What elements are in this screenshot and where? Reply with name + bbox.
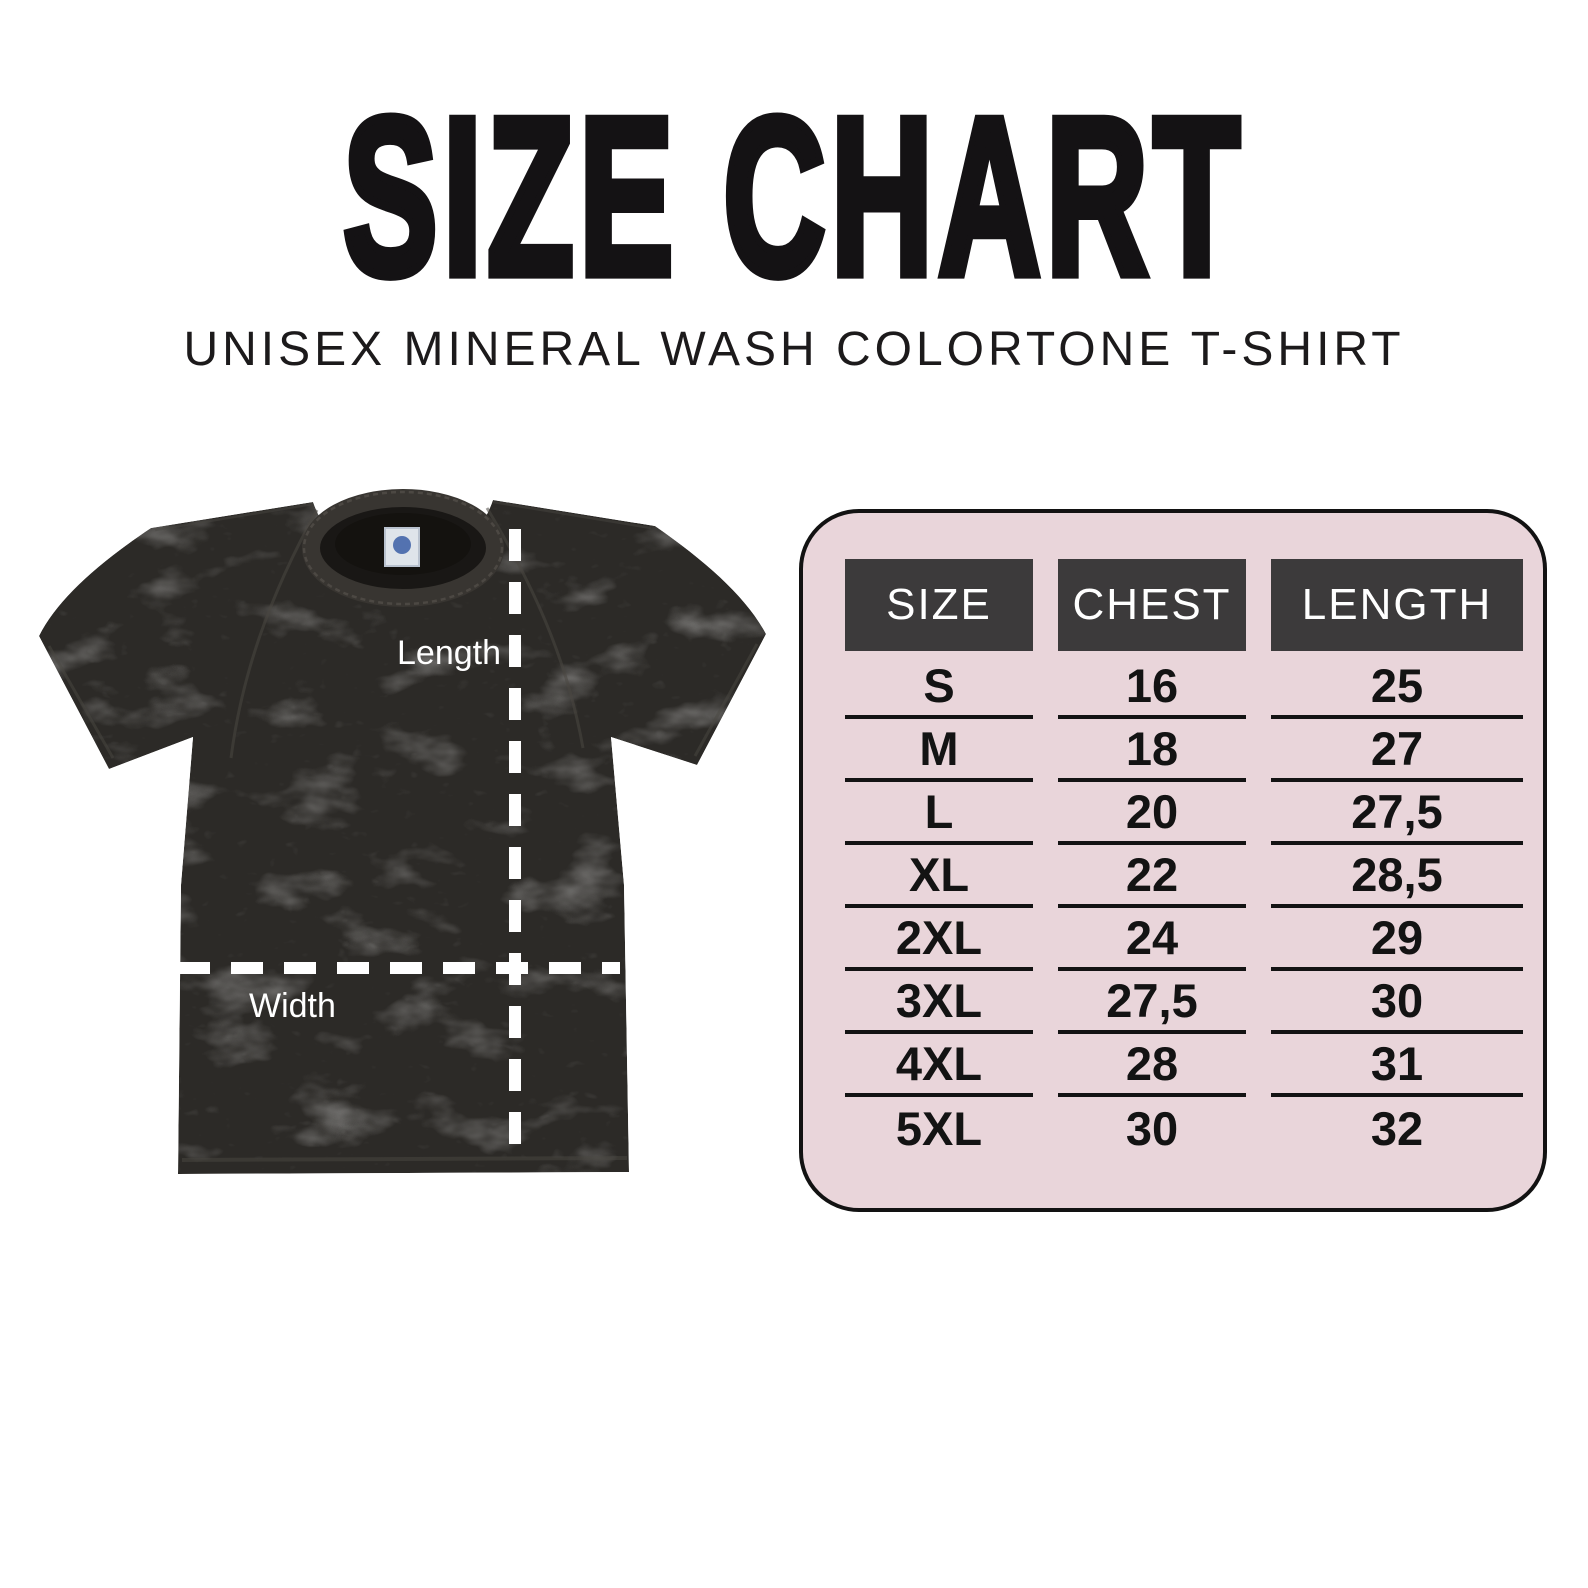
table-cell: 30: [1125, 1102, 1179, 1155]
table-cell: 24: [1058, 908, 1246, 971]
column-header-chest: CHEST: [1058, 559, 1246, 651]
tshirt-photo: Length Width: [39, 489, 766, 1174]
size-table: SIZE CHEST LENGTH S 16 25 M 18 27 L 20 2…: [845, 559, 1523, 1160]
table-cell: 31: [1271, 1034, 1523, 1097]
page-subtitle: UNISEX MINERAL WASH COLORTONE T-SHIRT: [183, 323, 1405, 376]
table-cell: 30: [1271, 971, 1523, 1034]
table-cell: 16: [1058, 656, 1246, 719]
table-cell: 28: [1058, 1034, 1246, 1097]
table-cell: 29: [1271, 908, 1523, 971]
shirt-collar: [302, 489, 504, 607]
table-cell: 18: [1058, 719, 1246, 782]
table-cell: L: [845, 782, 1033, 845]
table-cell: XL: [845, 845, 1033, 908]
tshirt-diagram: Length Width: [35, 460, 770, 1185]
length-label: Length: [397, 634, 501, 672]
table-cell: 28,5: [1271, 845, 1523, 908]
table-cell: 27,5: [1271, 782, 1523, 845]
table-cell: M: [845, 719, 1033, 782]
table-cell: 27: [1271, 719, 1523, 782]
column-header-length: LENGTH: [1271, 559, 1523, 651]
table-cell: 27,5: [1058, 971, 1246, 1034]
page-title: SIZE CHART: [340, 71, 1245, 323]
column-header-size: SIZE: [845, 559, 1033, 651]
table-cell: S: [845, 656, 1033, 719]
table-cell: 5XL: [895, 1102, 983, 1155]
table-cell: 2XL: [845, 908, 1033, 971]
size-table-panel: SIZE CHEST LENGTH S 16 25 M 18 27 L 20 2…: [799, 509, 1547, 1212]
table-cell: 22: [1058, 845, 1246, 908]
width-label: Width: [249, 987, 336, 1025]
table-cell: 32: [1370, 1102, 1424, 1155]
table-cell: 3XL: [845, 971, 1033, 1034]
table-cell: 4XL: [845, 1034, 1033, 1097]
table-cell: 25: [1271, 656, 1523, 719]
collar-tag-logo: [393, 536, 411, 554]
table-cell: 20: [1058, 782, 1246, 845]
shirt-seams: [47, 500, 759, 1162]
